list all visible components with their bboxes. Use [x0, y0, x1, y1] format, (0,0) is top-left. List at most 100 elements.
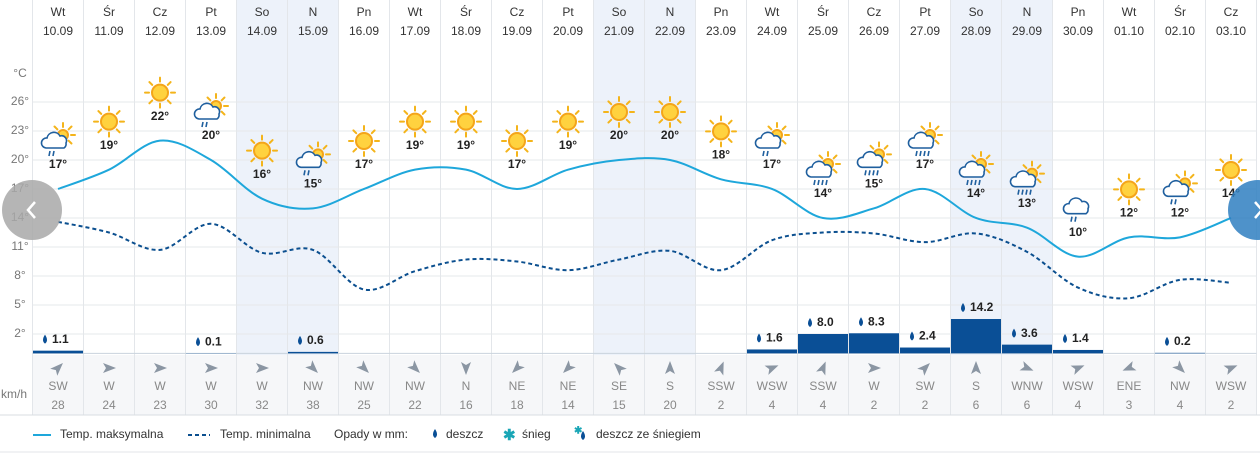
- date: 20.09: [553, 24, 583, 38]
- precip-label: 0.6: [307, 333, 324, 347]
- sun-ray: [421, 128, 427, 134]
- temp-label: 19°: [406, 138, 424, 152]
- date: 17.09: [400, 24, 430, 38]
- y-tick-label: 20°: [11, 152, 29, 166]
- sun-ray: [767, 125, 773, 131]
- wind-direction: S: [972, 379, 980, 393]
- rain-drop: [923, 150, 926, 157]
- weekday: So: [969, 5, 984, 19]
- temp-label: 14°: [967, 186, 985, 200]
- sun-icon: [1215, 153, 1247, 186]
- sun-ray: [727, 119, 733, 125]
- nav-button[interactable]: [2, 180, 62, 240]
- sun-ray: [934, 125, 940, 131]
- sun-ray: [148, 81, 154, 86]
- sun-ray: [676, 118, 682, 124]
- drop-icon: [196, 337, 200, 347]
- wind-arrow: [305, 360, 318, 373]
- wind-arrow: [256, 363, 269, 373]
- sun-ray: [523, 129, 529, 135]
- y-tick-label: 23°: [11, 123, 29, 137]
- weekday: Śr: [1174, 4, 1186, 19]
- wind-arrow: [971, 361, 981, 374]
- wind-arrow: [103, 363, 116, 373]
- weekday: Cz: [510, 5, 525, 19]
- wind-arrow: [665, 361, 675, 374]
- wind-speed: 15: [612, 398, 626, 412]
- sun-ray: [727, 138, 733, 143]
- sun-ray: [322, 158, 328, 164]
- sun-ray: [1036, 178, 1042, 184]
- weekend-shade: [236, 0, 288, 415]
- temp-line: [57, 139, 1232, 258]
- wind-direction: ENE: [1117, 379, 1142, 393]
- legend-label: deszcz: [446, 427, 483, 441]
- date: 26.09: [859, 24, 889, 38]
- nav-button[interactable]: [1228, 180, 1260, 240]
- weekday: N: [309, 5, 318, 19]
- cloud: [295, 150, 323, 169]
- cloud: [193, 102, 221, 120]
- sun-disc: [661, 102, 679, 121]
- sun-ray: [523, 147, 529, 153]
- sun-ray: [934, 139, 940, 145]
- rain-drop: [48, 150, 51, 157]
- sun-ray: [920, 125, 926, 131]
- drop-icon: [1063, 333, 1067, 343]
- wind-speed: 23: [153, 398, 167, 412]
- drop-icon: [961, 303, 965, 313]
- drop-icon: [859, 317, 863, 327]
- sun-ray: [1175, 173, 1181, 179]
- wind-speed: 16: [459, 398, 473, 412]
- nav-chevron: [1254, 201, 1260, 219]
- sun-ray: [370, 147, 376, 153]
- rain-drop: [766, 150, 769, 157]
- date: 18.09: [451, 24, 481, 38]
- date: 02.10: [1165, 24, 1195, 38]
- rain-drop: [52, 150, 55, 157]
- sun-ray: [1189, 187, 1195, 193]
- sun-ray: [781, 125, 787, 131]
- sun-ray: [166, 81, 172, 86]
- wind-direction: NW: [405, 379, 426, 393]
- date: 16.09: [349, 24, 379, 38]
- sun-ray: [676, 100, 682, 106]
- legend-drop: [433, 429, 437, 438]
- sun-ray: [985, 154, 991, 160]
- precip-label: 3.6: [1021, 326, 1038, 340]
- temp-label: 20°: [202, 128, 220, 142]
- sun-ray: [781, 139, 787, 145]
- wind-arrow: [917, 363, 930, 376]
- legend-label: Temp. minimalna: [220, 427, 311, 441]
- sun-icon: [348, 124, 380, 157]
- wind-direction: W: [154, 379, 166, 393]
- date: 14.09: [247, 24, 277, 38]
- sun-ray: [832, 154, 838, 160]
- cloud-icon: [958, 160, 986, 186]
- sun-icon: [144, 76, 176, 109]
- wind-direction: SSW: [809, 379, 837, 393]
- wind-speed: 4: [820, 398, 827, 412]
- temp-label: 17°: [763, 157, 781, 171]
- precip-bar: [1053, 349, 1103, 354]
- date: 03.10: [1216, 24, 1246, 38]
- y-tick-label: 26°: [11, 94, 29, 108]
- sun-ray: [1036, 164, 1042, 170]
- weekday: Cz: [867, 5, 882, 19]
- date: 27.09: [910, 24, 940, 38]
- rain-drop: [1017, 189, 1020, 195]
- sun-ray: [220, 96, 226, 102]
- sun-ray: [709, 119, 715, 125]
- legend-label: śnieg: [522, 427, 551, 441]
- weekday: Wt: [1122, 5, 1137, 19]
- wind-arrow: [764, 365, 779, 375]
- rain-drop: [1174, 199, 1177, 205]
- rain-drop: [813, 179, 816, 186]
- weekday: Pn: [1071, 5, 1086, 19]
- wind-arrow: [1070, 365, 1085, 375]
- sun-ray: [472, 110, 478, 115]
- wind-speed: 4: [1177, 398, 1184, 412]
- wind-direction: NW: [1170, 379, 1191, 393]
- sun-ray: [352, 147, 358, 153]
